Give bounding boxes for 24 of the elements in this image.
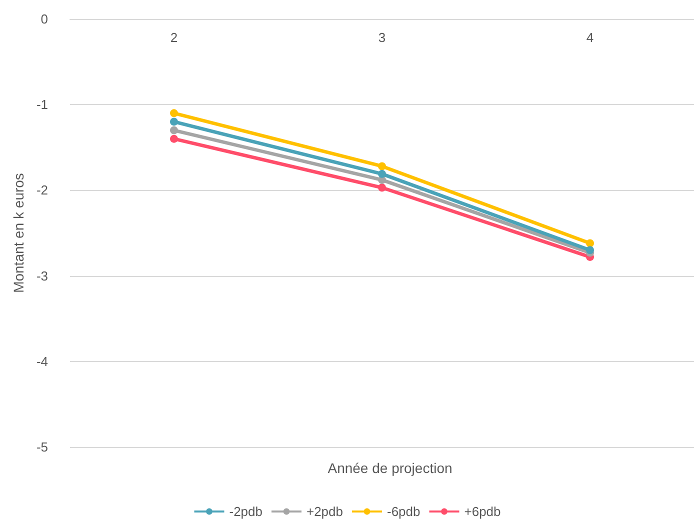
y-tick-label: -4 — [36, 354, 48, 369]
legend-label: +2pdb — [306, 504, 344, 519]
legend-label: -6pdb — [387, 504, 420, 519]
y-tick-label: -1 — [36, 97, 48, 112]
y-axis-title: Montant en k euros — [10, 173, 27, 293]
point — [170, 109, 178, 118]
y-tick-label: -5 — [36, 440, 48, 454]
point — [170, 118, 178, 126]
y-tick-label: 0 — [40, 12, 48, 26]
point — [378, 162, 386, 170]
y-tick-label: -3 — [36, 268, 48, 284]
point — [586, 239, 594, 248]
x-tick-label: 2 — [170, 30, 178, 45]
legend-label: -2pdb — [229, 504, 262, 519]
x-tick-label: 4 — [586, 30, 594, 45]
point — [170, 126, 178, 134]
point — [378, 184, 386, 192]
point — [170, 134, 178, 143]
legend-label: +6pdb — [464, 504, 501, 519]
y-tick-label: -2 — [36, 182, 48, 198]
point — [378, 170, 386, 178]
point — [586, 246, 594, 254]
x-axis-title: Année de projection — [328, 460, 452, 476]
x-tick-label: 3 — [378, 30, 386, 45]
